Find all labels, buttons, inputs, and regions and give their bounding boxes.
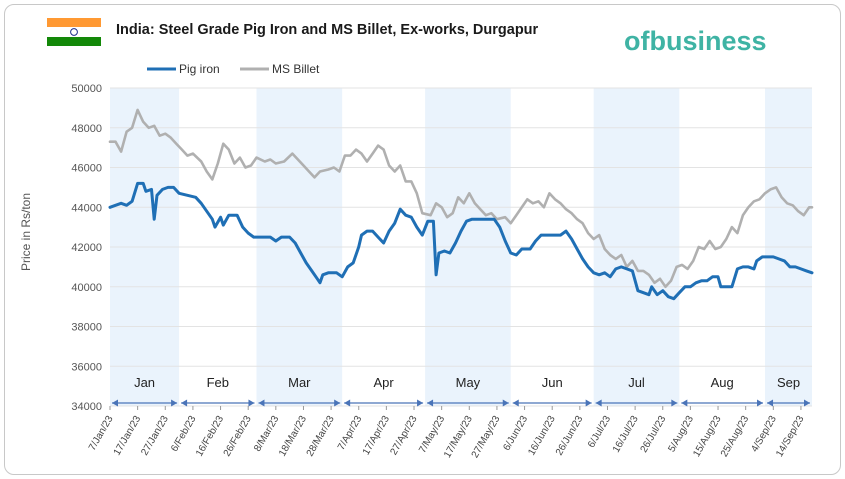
x-tick-labels: 7/Jan/2317/Jan/2327/Jan/236/Feb/2316/Feb… bbox=[87, 406, 807, 460]
legend: Pig iron MS Billet bbox=[147, 62, 320, 76]
x-tick-10: 17/Apr/23 bbox=[361, 414, 392, 457]
x-tick-3: 6/Feb/23 bbox=[169, 414, 198, 454]
series-line-ms-billet bbox=[108, 108, 814, 289]
chart-title: India: Steel Grade Pig Iron and MS Bille… bbox=[116, 22, 539, 38]
ofbusiness-logo: ofbusiness bbox=[624, 26, 767, 56]
arrowhead-left-feb bbox=[181, 399, 188, 407]
logo-text: ofbusiness bbox=[624, 26, 767, 56]
x-tick-24: 4/Sep/23 bbox=[749, 414, 779, 455]
x-tick-23: 25/Aug/23 bbox=[719, 414, 752, 459]
y-tick-48000: 48000 bbox=[71, 123, 102, 135]
x-tick-21: 5/Aug/23 bbox=[666, 414, 696, 455]
y-axis-label: Price in Rs/ton bbox=[19, 193, 33, 271]
arrowhead-right-may bbox=[502, 399, 509, 407]
y-tick-34000: 34000 bbox=[71, 401, 102, 413]
legend-label-pig-iron: Pig iron bbox=[179, 62, 220, 76]
legend-label-ms-billet: MS Billet bbox=[272, 62, 320, 76]
arrowhead-right-aug bbox=[757, 399, 764, 407]
y-tick-36000: 36000 bbox=[71, 361, 102, 373]
arrowhead-left-aug bbox=[681, 399, 688, 407]
x-tick-15: 6/Jun/23 bbox=[501, 414, 530, 453]
y-gridlines bbox=[110, 87, 812, 407]
x-tick-20: 26/Jul/23 bbox=[639, 414, 669, 455]
arrowhead-right-sep bbox=[804, 399, 810, 407]
arrowhead-right-feb bbox=[248, 399, 255, 407]
arrowhead-right-jan bbox=[171, 399, 178, 407]
month-labels: Jan Feb Mar Apr May Jun Jul Aug Sep bbox=[134, 375, 800, 390]
y-tick-labels: 34000 36000 38000 40000 42000 44000 46000 48000… bbox=[71, 83, 102, 413]
y-tick-50000: 50000 bbox=[71, 83, 102, 95]
x-tick-17: 26/Jun/23 bbox=[554, 414, 586, 458]
arrowhead-right-jul bbox=[671, 399, 678, 407]
y-tick-38000: 38000 bbox=[71, 322, 102, 334]
month-label-sep: Sep bbox=[777, 375, 800, 390]
x-tick-1: 17/Jan/23 bbox=[112, 414, 144, 458]
arrowhead-left-may bbox=[427, 399, 434, 407]
y-tick-46000: 46000 bbox=[71, 163, 102, 175]
x-tick-8: 28/Mar/23 bbox=[305, 414, 337, 459]
arrowhead-right-mar bbox=[334, 399, 341, 407]
month-label-jul: Jul bbox=[628, 375, 645, 390]
x-tick-25: 14/Sep/23 bbox=[774, 414, 807, 459]
series-line-pig-iron bbox=[108, 181, 814, 301]
x-tick-0: 7/Jan/23 bbox=[87, 414, 116, 453]
arrowhead-left-jun bbox=[512, 399, 519, 407]
month-label-mar: Mar bbox=[288, 375, 311, 390]
arrowhead-left-jan bbox=[112, 399, 118, 407]
x-tick-11: 27/Apr/23 bbox=[388, 414, 419, 457]
month-label-jun: Jun bbox=[542, 375, 563, 390]
arrowhead-left-mar bbox=[258, 399, 265, 407]
x-tick-2: 27/Jan/23 bbox=[139, 414, 171, 458]
month-label-aug: Aug bbox=[711, 375, 734, 390]
month-label-feb: Feb bbox=[207, 375, 229, 390]
arrowhead-left-sep bbox=[767, 399, 774, 407]
x-tick-5: 26/Feb/23 bbox=[222, 414, 254, 459]
arrowhead-right-jun bbox=[585, 399, 592, 407]
x-tick-12: 7/May/23 bbox=[417, 414, 447, 456]
x-tick-6: 8/Mar/23 bbox=[252, 414, 281, 454]
y-tick-42000: 42000 bbox=[71, 242, 102, 254]
arrowhead-left-jul bbox=[595, 399, 602, 407]
arrowhead-left-apr bbox=[344, 399, 351, 407]
y-tick-44000: 44000 bbox=[71, 202, 102, 214]
month-label-jan: Jan bbox=[134, 375, 155, 390]
x-tick-19: 16/Jul/23 bbox=[611, 414, 641, 455]
month-label-apr: Apr bbox=[373, 375, 394, 390]
y-tick-40000: 40000 bbox=[71, 282, 102, 294]
month-span-arrows bbox=[112, 399, 810, 407]
india-flag bbox=[47, 18, 101, 46]
x-tick-14: 27/May/23 bbox=[470, 414, 503, 460]
series-lines bbox=[108, 108, 814, 301]
x-tick-16: 16/Jun/23 bbox=[526, 414, 558, 458]
month-label-may: May bbox=[456, 375, 481, 390]
x-tick-9: 7/Apr/23 bbox=[336, 414, 365, 453]
x-tick-18: 6/Jul/23 bbox=[586, 414, 613, 450]
arrowhead-right-apr bbox=[417, 399, 424, 407]
